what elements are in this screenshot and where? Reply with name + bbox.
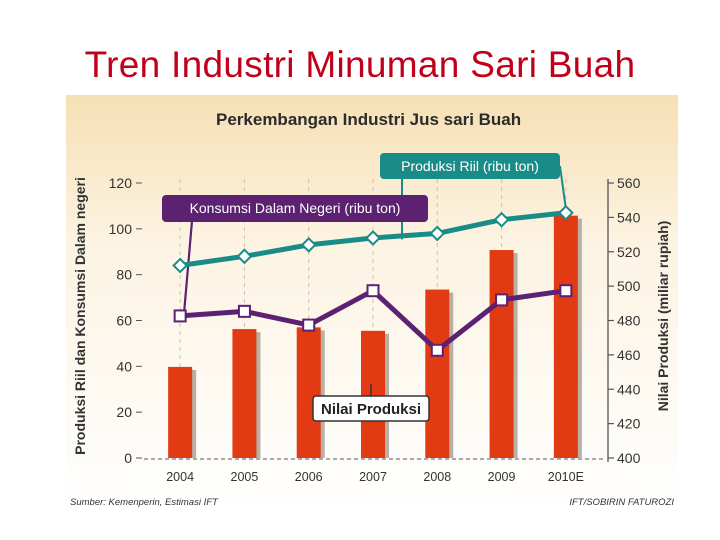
point-riil [236,248,253,265]
point-konsumsi [237,304,251,318]
left-tick-label: 120 [109,175,133,191]
bar [232,329,257,458]
point-riil [493,211,510,228]
right-tick-label: 400 [617,450,641,466]
right-tick-label: 520 [617,244,641,260]
bar [361,330,385,458]
legend-riil-box [380,153,560,179]
bar [425,289,450,458]
legend-nilai: Nilai Produksi [312,395,430,422]
axis-layer: 0 20 40 60 80 100 120 400 420 440 460 480 500 520 540 5… [109,175,641,484]
slide-title: Tren Industri Minuman Sari Buah [84,44,636,85]
right-tick-label: 460 [617,347,641,363]
lines-layer [172,165,574,396]
point-konsumsi [559,284,573,298]
bar [489,250,514,458]
right-axis-title: Nilai Produksi (miliar rupiah) [655,221,671,412]
point-riil [365,230,381,246]
credit-note: IFT/SOBIRIN FATUROZI [569,497,674,508]
right-tick-label: 500 [617,278,641,294]
point-riil [429,225,446,242]
x-tick-label: 2005 [231,470,259,484]
legend-konsumsi: Konsumsi Dalam Negeri (ribu ton) [162,195,428,222]
point-riil [172,257,189,274]
legend-nilai-box [312,395,430,422]
left-tick-label: 20 [116,404,132,420]
x-tick-label: 2008 [423,470,451,484]
legend-riil: Produksi Riil (ribu ton) [380,153,560,179]
legend-konsumsi-box [162,195,428,222]
x-tick-label: 2007 [359,470,387,484]
bar [168,366,193,458]
left-tick-label: 100 [109,221,133,237]
legend-nilai-label: Nilai Produksi [321,401,421,418]
chart-svg: Perkembangan Industri Jus sari Buah 0 20 4… [66,95,678,513]
right-tick-label: 560 [617,175,641,191]
left-tick-label: 60 [116,313,132,329]
point-konsumsi [366,284,380,298]
right-tick-label: 480 [617,313,641,329]
source-note: Sumber: Kemenperin, Estimasi IFT [70,497,219,508]
point-riil [557,204,574,221]
legend-konsumsi-label: Konsumsi Dalam Negeri (ribu ton) [190,200,401,216]
left-tick-label: 80 [116,267,132,283]
bars-layer [168,215,582,458]
point-konsumsi [173,309,187,323]
leader-riil-end [559,165,567,209]
right-tick-label: 540 [617,209,641,225]
bar [553,215,578,458]
point-konsumsi [430,343,444,357]
left-axis-title: Produksi Riil dan Konsumsi Dalam negeri [72,177,88,455]
x-tick-label: 2006 [295,470,323,484]
x-tick-label: 2009 [488,470,516,484]
x-tick-label: 2004 [166,470,194,484]
left-tick-label: 40 [116,358,132,374]
point-konsumsi [302,318,316,332]
left-tick-label: 0 [124,450,132,466]
point-riil [300,236,317,253]
legend-riil-label: Produksi Riil (ribu ton) [401,158,539,174]
right-tick-label: 440 [617,381,641,397]
bar [296,327,321,458]
chart-title: Perkembangan Industri Jus sari Buah [216,110,521,129]
point-konsumsi [495,293,509,307]
right-tick-label: 420 [617,416,641,432]
x-tick-label: 2010E [548,470,584,484]
chart: Perkembangan Industri Jus sari Buah 0 20 4… [66,95,678,513]
